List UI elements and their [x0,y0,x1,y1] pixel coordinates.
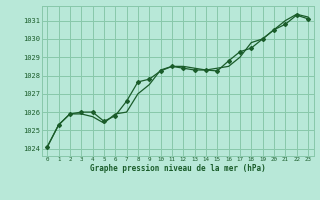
X-axis label: Graphe pression niveau de la mer (hPa): Graphe pression niveau de la mer (hPa) [90,164,266,173]
